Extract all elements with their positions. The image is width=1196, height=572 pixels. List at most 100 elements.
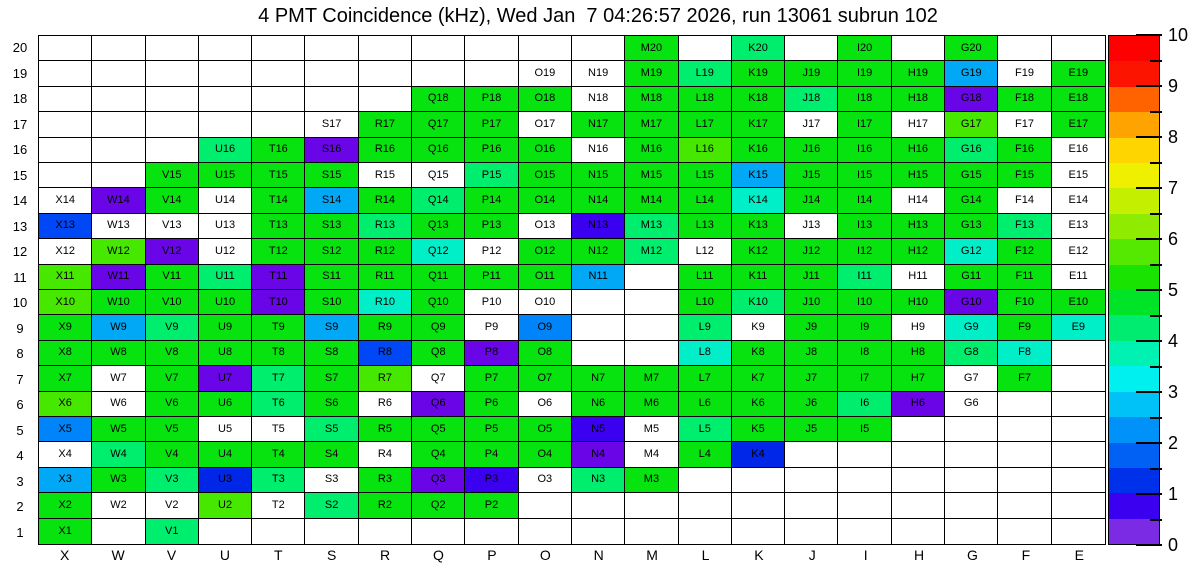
cell-K10: K10 [731,289,786,316]
cell-X13: X13 [39,213,93,240]
cell-I3 [838,467,892,494]
cell-G12: G12 [945,239,999,265]
cell-L13: L13 [678,213,732,240]
cell-X6: X6 [39,391,93,417]
cell-E3 [1051,467,1105,494]
cell-N7: N7 [571,366,626,392]
cell-K17: K17 [731,112,786,138]
cell-K3 [731,467,786,494]
cell-M17: M17 [625,112,679,138]
cell-O12: O12 [518,239,572,265]
cell-I20: I20 [838,36,892,62]
cell-J7: J7 [785,366,839,392]
cell-F2 [998,493,1052,519]
cell-U8: U8 [198,340,253,367]
cell-H14: H14 [891,188,946,214]
colorbar-minor-tick-9.5 [1150,59,1162,62]
cell-K12: K12 [731,239,786,265]
cell-N16: N16 [571,137,626,163]
colorbar-label-5: 5 [1168,279,1179,300]
cell-Q4: Q4 [412,442,466,468]
colorbar-band-0 [1109,36,1159,62]
cell-G15: G15 [945,162,999,189]
cell-F13: F13 [998,213,1052,240]
cell-T14: T14 [252,188,306,214]
cell-N8 [571,340,626,367]
cell-R16: R16 [358,137,413,163]
cell-O4: O4 [518,442,572,468]
cell-O14: O14 [518,188,572,214]
cell-L20 [678,36,732,62]
colorbar-label-4: 4 [1168,330,1179,351]
cell-J14: J14 [785,188,839,214]
cell-I7: I7 [838,366,892,392]
cell-F9: F9 [998,315,1052,341]
cell-H16: H16 [891,137,946,163]
cell-Q16: Q16 [412,137,466,163]
cell-U5: U5 [198,416,253,443]
cell-Q20 [412,36,466,62]
colorbar-tick-6 [1136,238,1162,240]
colorbar-label-2: 2 [1168,432,1179,453]
row-label-1: 1 [16,524,24,540]
cell-F4 [998,442,1052,468]
cell-V11: V11 [145,264,199,290]
colorbar-tick-7 [1136,187,1162,189]
cell-R20 [358,36,413,62]
cell-X14: X14 [39,188,93,214]
column-label-J: J [808,547,816,563]
colorbar-band-5 [1109,163,1159,189]
cell-N13: N13 [571,213,626,240]
cell-V2: V2 [145,493,199,519]
cell-H5 [891,416,946,443]
cell-V14: V14 [145,188,199,214]
colorbar-tick-1 [1136,493,1162,495]
colorbar-band-14 [1109,391,1159,418]
cell-E12: E12 [1051,239,1105,265]
cell-M18: M18 [625,86,679,113]
colorbar-minor-tick-6.5 [1150,212,1162,215]
cell-V6: V6 [145,391,199,417]
cell-N6: N6 [571,391,626,417]
cell-P20 [465,36,519,62]
cell-T1 [252,518,306,544]
colorbar-label-1: 1 [1168,483,1179,504]
cell-L6: L6 [678,391,732,417]
cell-R1 [358,518,413,544]
cell-J4 [785,442,839,468]
cell-I8: I8 [838,340,892,367]
cell-M15: M15 [625,162,679,189]
column-label-L: L [701,547,710,563]
cell-L16: L16 [678,137,732,163]
cell-R9: R9 [358,315,413,341]
cell-W12: W12 [92,239,146,265]
cell-O17: O17 [518,112,572,138]
colorbar-label-9: 9 [1168,75,1179,96]
cell-U15: U15 [198,162,253,189]
cell-S2: S2 [305,493,359,519]
cell-L7: L7 [678,366,732,392]
cell-S17: S17 [305,112,359,138]
cell-T10: T10 [252,289,306,316]
colorbar-minor-tick-2.5 [1150,416,1162,419]
cell-H13: H13 [891,213,946,240]
cell-J17: J17 [785,112,839,138]
row-label-14: 14 [12,193,28,209]
cell-U2: U2 [198,493,253,519]
cell-V18 [145,86,199,113]
cell-F17: F17 [998,112,1052,138]
cell-I5: I5 [838,416,892,443]
cell-T4: T4 [252,442,306,468]
cell-J8: J8 [785,340,839,367]
cell-T19 [252,61,306,87]
cell-F16: F16 [998,137,1052,163]
cell-T9: T9 [252,315,306,341]
cell-N5: N5 [571,416,626,443]
cell-X3: X3 [39,467,93,494]
cell-N18: N18 [571,86,626,113]
cell-L2 [678,493,732,519]
cell-T6: T6 [252,391,306,417]
cell-F20 [998,36,1052,62]
cell-O13: O13 [518,213,572,240]
colorbar-minor-tick-3.5 [1150,365,1162,368]
